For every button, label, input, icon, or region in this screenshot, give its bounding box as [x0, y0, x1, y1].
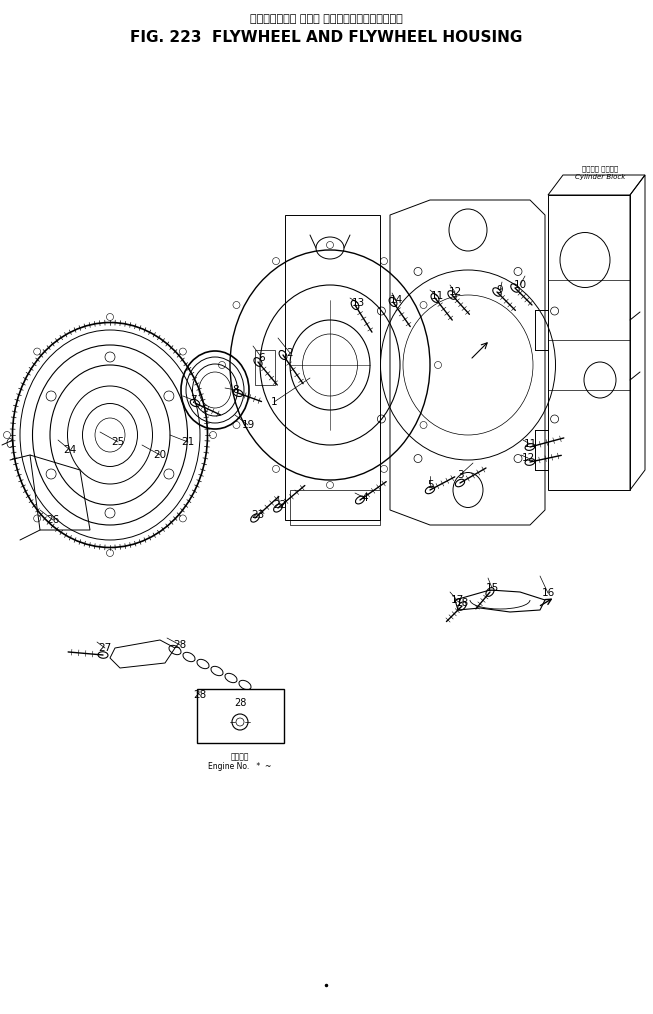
Text: 13: 13	[351, 298, 364, 308]
Text: 16: 16	[541, 588, 554, 598]
Text: 14: 14	[389, 295, 403, 305]
Text: 11: 11	[523, 439, 537, 449]
Text: 20: 20	[153, 450, 167, 460]
Text: 12: 12	[521, 453, 535, 463]
Text: 28: 28	[193, 690, 206, 700]
Text: 15: 15	[485, 583, 499, 593]
Text: 18: 18	[455, 598, 469, 608]
Text: 2: 2	[287, 348, 293, 358]
Text: 9: 9	[497, 285, 503, 295]
Text: 6: 6	[259, 353, 265, 363]
Text: フライホイール および フライホイールハウジング: フライホイール および フライホイールハウジング	[249, 14, 402, 24]
Text: 21: 21	[182, 437, 195, 447]
Text: 5: 5	[426, 480, 434, 490]
Text: 28: 28	[234, 698, 246, 708]
Text: 適用年号: 適用年号	[231, 752, 249, 760]
Text: 1: 1	[271, 397, 278, 407]
Text: シリンダ ブロック: シリンダ ブロック	[582, 165, 618, 172]
Text: 12: 12	[449, 287, 462, 297]
Text: 10: 10	[513, 280, 526, 290]
Text: 26: 26	[46, 515, 59, 525]
Text: 11: 11	[430, 291, 443, 301]
FancyBboxPatch shape	[197, 689, 284, 743]
Text: 4: 4	[362, 493, 368, 503]
Text: 3: 3	[456, 470, 464, 480]
Text: 27: 27	[99, 643, 112, 653]
Text: 8: 8	[232, 385, 239, 395]
Text: 7: 7	[189, 395, 197, 405]
Text: FIG. 223  FLYWHEEL AND FLYWHEEL HOUSING: FIG. 223 FLYWHEEL AND FLYWHEEL HOUSING	[130, 30, 522, 45]
Text: 24: 24	[63, 445, 76, 455]
Text: Cylinder Block: Cylinder Block	[575, 174, 625, 180]
Text: 19: 19	[242, 420, 255, 430]
Text: 25: 25	[112, 437, 125, 447]
Text: 23: 23	[251, 510, 264, 520]
Text: 28: 28	[174, 640, 187, 650]
Text: 17: 17	[451, 595, 464, 605]
Text: Engine No.   *  ~: Engine No. * ~	[208, 762, 272, 771]
Text: 22: 22	[274, 500, 287, 510]
